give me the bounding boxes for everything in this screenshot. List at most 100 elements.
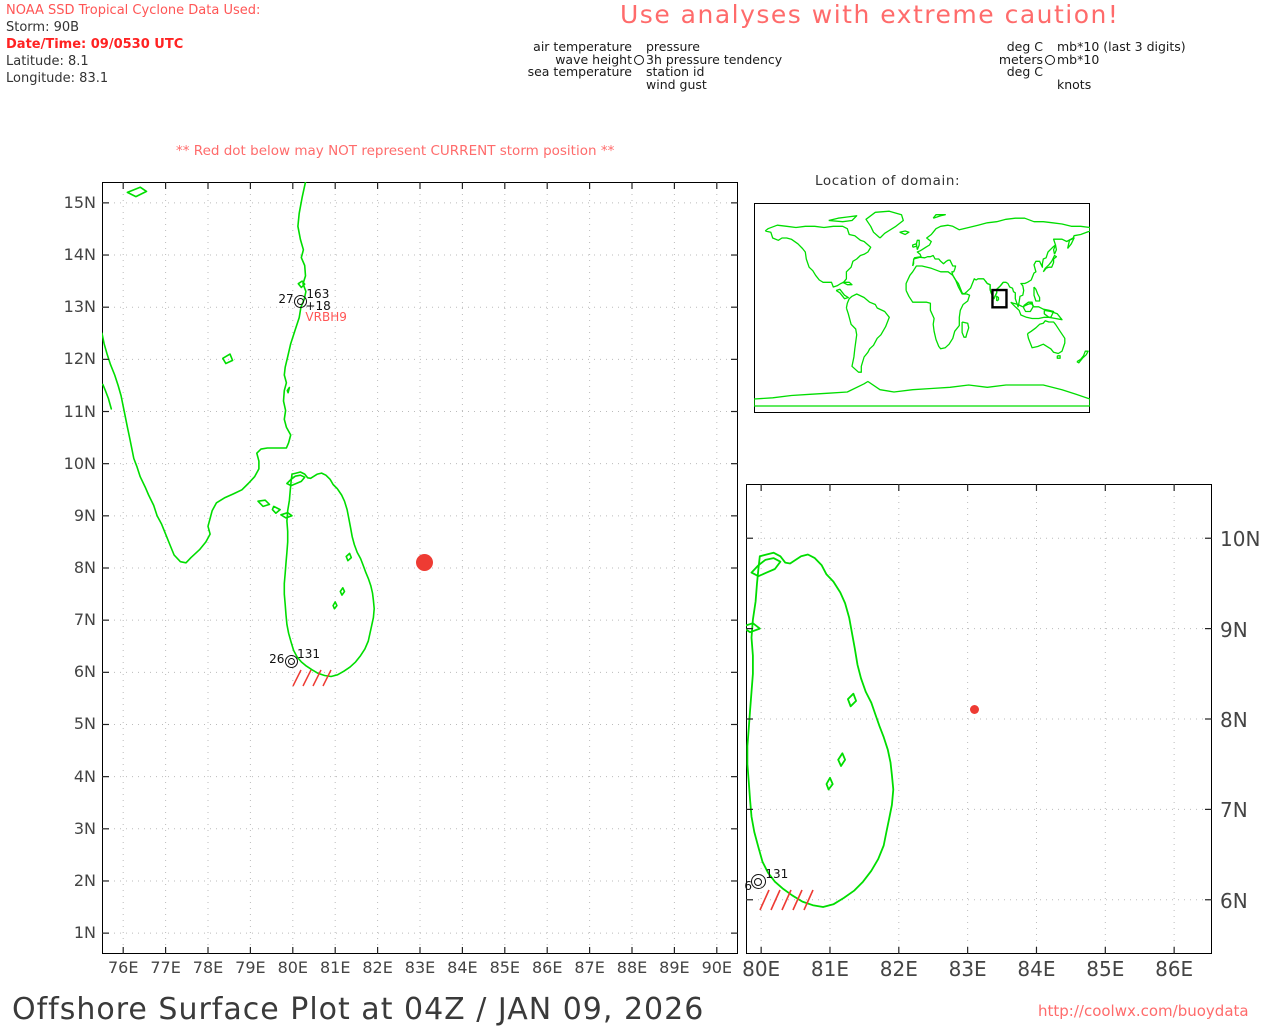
storm-longitude-line: Longitude: 83.1 [6, 71, 109, 86]
legend-row: wind gust [520, 76, 782, 92]
legend-left-label: air temperature [533, 39, 632, 54]
legend-row: wave height 3h pressure tendency [520, 51, 783, 67]
pressure-tendency-circle-icon [634, 54, 644, 65]
lat-tick-label: 7N [1220, 798, 1248, 823]
lat-tick-label: 9N [73, 505, 96, 525]
station-pressure-tendency: +18 [305, 298, 331, 313]
lon-tick-label: 90E [701, 958, 733, 977]
lat-tick-label: 3N [73, 818, 96, 838]
legend-unit-left: meters [998, 51, 1043, 67]
lon-tick-label: 80E [742, 957, 781, 981]
lon-tick-label: 84E [1017, 957, 1056, 981]
lon-tick-label: 78E [192, 958, 224, 977]
caution-banner: Use analyses with extreme caution! [620, 0, 1120, 29]
main-map-overlays: 27 163 +18 VRBH9 26 131 [102, 182, 738, 954]
lon-tick-label: 81E [810, 957, 850, 981]
pressure-tendency-circle-icon [1045, 54, 1055, 65]
lon-tick-label: 82E [879, 957, 918, 981]
station-air-temperature: 6 [744, 878, 753, 893]
station-pressure: 131 [765, 866, 789, 881]
lon-tick-label: 84E [447, 958, 478, 977]
storm-datetime-line: Date/Time: 09/0530 UTC [6, 37, 184, 52]
legend-right-label: 3h pressure tendency [646, 51, 783, 67]
wind-barb-hatching [292, 669, 332, 687]
lat-tick-label: 10N [1220, 527, 1261, 552]
locator-map[interactable] [754, 203, 1090, 413]
inset-zoom-map[interactable] [746, 484, 1212, 954]
legend-row: sea temperature station id [520, 64, 782, 79]
legend-row: meters mb*10 [985, 51, 1186, 67]
legend-right-label: wind gust [646, 76, 707, 92]
lon-tick-label: 85E [1086, 957, 1125, 981]
lat-tick-label: 8N [1220, 708, 1248, 732]
station-inner-circle-icon [296, 298, 304, 306]
world-coastlines [754, 210, 1090, 407]
noaa-source-line: NOAA SSD Tropical Cyclone Data Used: [6, 3, 261, 18]
lat-tick-label: 2N [73, 870, 96, 890]
station-circle-icon [293, 295, 307, 309]
lon-tick-label: 89E [659, 958, 690, 977]
source-url[interactable]: http://coolwx.com/buoydata [1038, 1002, 1249, 1020]
lon-tick-label: 82E [362, 958, 393, 977]
legend-row: deg C mb*10 (last 3 digits) [985, 39, 1186, 54]
legend-unit-left: deg C [1006, 64, 1043, 79]
lon-tick-label: 76E [107, 958, 139, 977]
station-circle-icon [284, 655, 298, 669]
lat-tick-label: 13N [63, 297, 96, 317]
lat-tick-label: 8N [73, 558, 96, 577]
lat-tick-label: 7N [73, 610, 96, 630]
legend-field-units: deg C mb*10 (last 3 digits) meters mb*10 d… [985, 39, 1186, 92]
lat-tick-label: 11N [63, 401, 96, 421]
legend-left-label: wave height [555, 51, 632, 67]
station-inner-circle-icon [287, 658, 295, 666]
lon-tick-label: 81E [319, 958, 351, 977]
domain-extent-box [991, 288, 1008, 309]
storm-latitude-line: Latitude: 8.1 [6, 54, 89, 69]
legend-unit-left: deg C [1006, 39, 1043, 54]
storm-position-warning: ** Red dot below may NOT represent CURRE… [176, 143, 615, 159]
lat-tick-label: 1N [73, 923, 96, 943]
lat-tick-label: 9N [1220, 617, 1248, 642]
lon-tick-label: 80E [277, 958, 309, 977]
station-id: VRBH9 [305, 309, 347, 324]
legend-unit-right: mb*10 (last 3 digits) [1057, 39, 1186, 54]
lon-tick-label: 85E [489, 958, 521, 977]
lon-tick-label: 88E [616, 958, 648, 977]
storm-info-header: NOAA SSD Tropical Cyclone Data Used: Sto… [6, 2, 260, 87]
legend-row: knots [985, 76, 1186, 92]
locator-map-canvas [754, 203, 1090, 413]
inset-map-overlays: 6 131 [744, 484, 1212, 954]
lon-tick-label: 87E [574, 958, 605, 977]
station-pressure: 131 [297, 646, 320, 661]
legend-row: air temperature pressure [520, 39, 782, 54]
main-map-ticks [102, 182, 738, 954]
station-pressure: 163 [306, 286, 330, 301]
storm-name-line: Storm: 90B [6, 20, 80, 35]
station-air-temperature: 27 [278, 291, 294, 306]
locator-map-title: Location of domain: [815, 173, 961, 189]
lat-tick-label: 4N [73, 766, 96, 786]
lon-tick-label: 86E [1155, 957, 1194, 981]
lat-tick-label: 10N [63, 453, 96, 473]
storm-position-dot [970, 705, 980, 715]
lat-tick-label: 12N [63, 349, 96, 369]
lon-tick-label: 83E [404, 958, 436, 977]
legend-field-names: air temperature pressure wave height 3h pr… [520, 39, 783, 92]
inset-map-coastlines [746, 551, 895, 908]
legend-unit-right: mb*10 [1057, 51, 1100, 67]
station-inner-circle-icon [754, 877, 763, 886]
lon-tick-label: 83E [948, 957, 987, 981]
legend-row: deg C [985, 64, 1186, 79]
inset-map-canvas [746, 484, 1212, 954]
legend-unit-right: knots [1057, 76, 1092, 92]
storm-position-dot [415, 554, 433, 572]
lat-tick-label: 14N [63, 245, 96, 265]
inset-map-ticks [746, 484, 1212, 954]
lon-tick-label: 86E [531, 958, 563, 977]
legend-right-label: pressure [646, 39, 700, 54]
lat-tick-label: 15N [63, 192, 96, 212]
legend-left-label: sea temperature [527, 64, 632, 79]
page-title: Offshore Surface Plot at 04Z / JAN 09, 2… [12, 992, 705, 1027]
lon-tick-label: 79E [235, 958, 266, 977]
station-circle-icon [750, 874, 766, 890]
